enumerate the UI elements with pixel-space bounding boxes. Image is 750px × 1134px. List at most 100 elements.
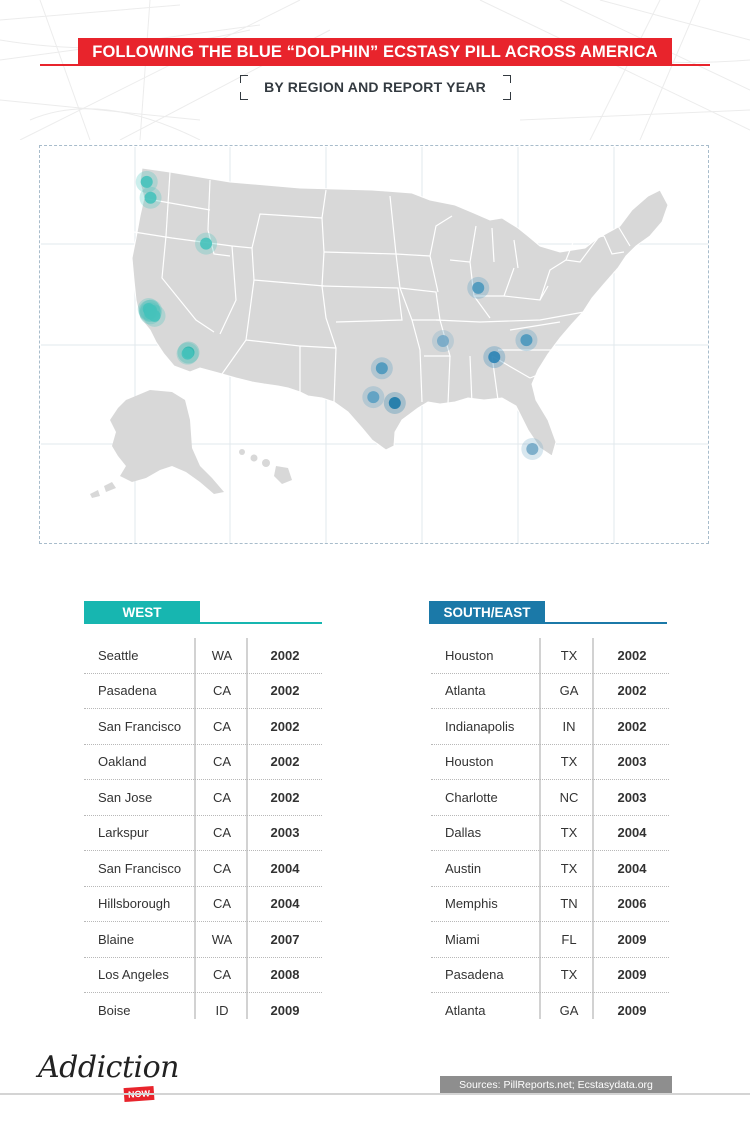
state-cell: WA [211,647,233,663]
table-row: Oakland CA 2002 [84,745,322,780]
city-cell: Houston [445,647,494,663]
state-cell: GA [559,1002,579,1018]
marker-dot [472,281,485,294]
marker-dot [388,397,401,410]
city-cell: Pasadena [98,683,157,699]
city-cell: Oakland [98,754,147,770]
city-cell: Indianapolis [445,718,515,734]
year-cell: 2004 [617,825,647,841]
marker-dot [144,191,157,204]
state-cell: TN [560,896,578,912]
table-row: Hillsborough CA 2004 [84,887,322,922]
footer-line [0,1093,750,1095]
year-cell: 2003 [617,754,647,770]
west-divider-2 [246,638,248,1019]
logo-script-text: Addiction [38,1050,180,1085]
state-cell: IN [562,718,576,734]
city-cell: Hillsborough [98,896,171,912]
year-cell: 2002 [617,718,647,734]
city-cell: Atlanta [445,683,486,699]
hawaii-shape [239,449,292,484]
marker-dot [181,347,194,360]
title-underline [40,64,710,66]
sources-label: Sources: PillReports.net; Ecstasydata.or… [440,1076,672,1094]
south-east-table: Houston TX 2002 Atlanta GA 2002 Indianapolis… [431,638,669,1028]
year-cell: 2002 [617,647,647,663]
city-marker [362,386,385,409]
city-cell: San Jose [98,789,153,805]
marker-dot [367,391,380,404]
year-cell: 2002 [270,718,300,734]
table-row: Dallas TX 2004 [431,816,669,851]
city-marker [139,186,162,209]
bracket-top-left [240,75,248,83]
state-cell: CA [212,860,232,876]
table-row: Austin TX 2004 [431,851,669,887]
table-row: Atlanta GA 2009 [431,993,669,1028]
west-heading-label: WEST [84,601,200,623]
marker-dot [488,351,501,364]
table-row: Pasadena CA 2002 [84,674,322,709]
city-cell: Memphis [445,896,498,912]
state-cell: CA [212,683,232,699]
year-cell: 2002 [270,647,300,663]
year-cell: 2002 [270,754,300,770]
table-row: Houston TX 2003 [431,745,669,780]
city-marker [431,330,454,353]
south-east-heading-label: SOUTH/EAST [429,601,545,623]
state-cell: CA [212,718,232,734]
south-east-heading: SOUTH/EAST [429,601,667,625]
bracket-bottom-right [503,92,511,100]
city-marker [370,357,393,380]
city-marker [483,346,506,369]
table-row: Charlotte NC 2003 [431,780,669,816]
year-cell: 2009 [617,967,647,983]
marker-dot [140,175,153,188]
subtitle: BY REGION AND REPORT YEAR [264,79,486,95]
year-cell: 2008 [270,967,300,983]
year-cell: 2009 [617,931,647,947]
table-row: San Francisco CA 2002 [84,709,322,745]
city-cell: Miami [445,931,480,947]
south-east-divider-1 [539,638,541,1019]
city-marker [383,392,406,415]
table-row: San Francisco CA 2004 [84,851,322,887]
city-marker [515,329,538,352]
table-row: Indianapolis IN 2002 [431,709,669,745]
year-cell: 2007 [270,931,300,947]
west-heading-line [84,622,322,624]
state-borders [133,171,631,405]
year-cell: 2002 [270,683,300,699]
state-cell: TX [560,967,578,983]
table-row: Atlanta GA 2002 [431,674,669,709]
year-cell: 2004 [270,860,300,876]
marker-dot [375,362,388,375]
marker-dot [200,237,213,250]
year-cell: 2004 [617,860,647,876]
city-cell: San Francisco [98,860,182,876]
city-cell: Los Angeles [98,967,169,983]
state-cell: CA [212,825,232,841]
city-cell: Boise [98,1002,131,1018]
south-east-divider-2 [592,638,594,1019]
table-row: Miami FL 2009 [431,922,669,958]
table-row: Seattle WA 2002 [84,638,322,674]
state-cell: GA [559,683,579,699]
contiguous-us-shape [131,167,669,457]
marker-dot [436,335,449,348]
main-title: FOLLOWING THE BLUE “DOLPHIN” ECSTASY PIL… [78,38,672,66]
alaska-islands [90,482,116,498]
state-cell: CA [212,754,232,770]
city-marker [195,232,218,255]
state-cell: CA [212,789,232,805]
state-cell: CA [212,896,232,912]
table-row: San Jose CA 2002 [84,780,322,816]
city-cell: Charlotte [445,789,498,805]
city-marker [521,438,544,461]
year-cell: 2003 [617,789,647,805]
table-row: Pasadena TX 2009 [431,958,669,993]
table-row: Blaine WA 2007 [84,922,322,958]
table-row: Larkspur CA 2003 [84,816,322,851]
city-cell: San Francisco [98,718,182,734]
state-cell: TX [560,754,578,770]
